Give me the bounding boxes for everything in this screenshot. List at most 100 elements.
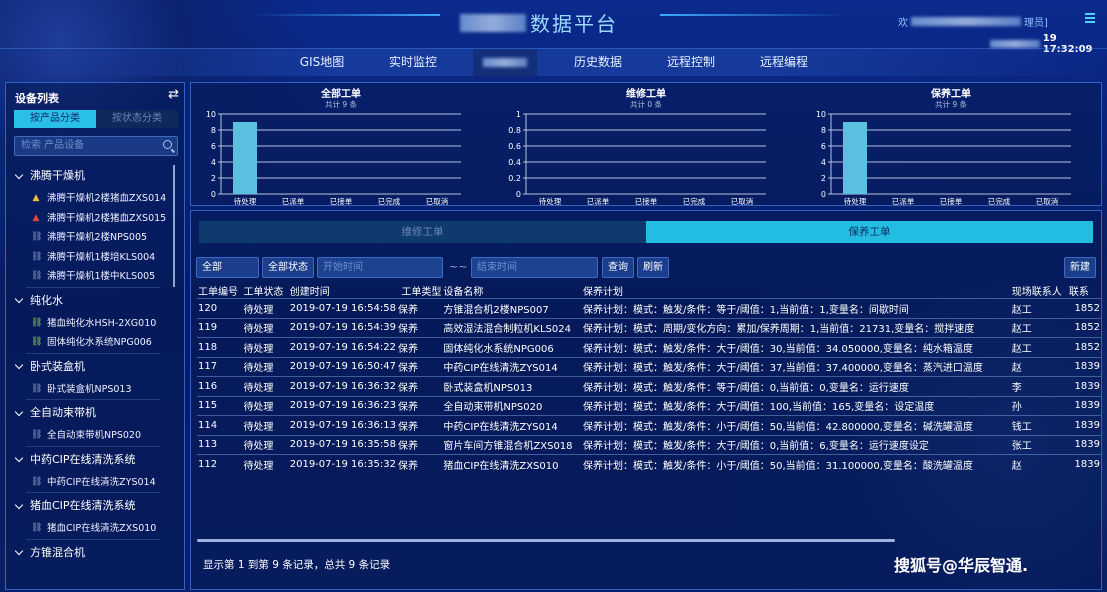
disconnected-icon: ⛓: [31, 476, 43, 487]
chevron-down-icon[interactable]: [14, 360, 24, 370]
tab-by-product[interactable]: 按产品分类: [14, 110, 96, 128]
type-select[interactable]: 全部: [196, 257, 259, 278]
title-decoration: [660, 14, 850, 16]
tab-maintenance-orders[interactable]: 保养工单: [646, 221, 1093, 243]
device-group[interactable]: 全自动束带机: [6, 400, 176, 426]
swap-icon[interactable]: ⇄: [168, 87, 179, 102]
column-header[interactable]: 创建时间: [289, 287, 330, 298]
device-group[interactable]: 纯化水: [6, 288, 176, 314]
table-row[interactable]: 118 待处理 2019-07-19 16:54:22 保养 固体纯化水系统NPG006…: [197, 337, 1101, 357]
menu-icon[interactable]: [1085, 13, 1095, 23]
device-group[interactable]: 猪血CIP在线清洗系统: [6, 493, 176, 519]
device-label: 猪血纯化水HSH-2XG010: [47, 317, 157, 329]
device-item[interactable]: ⛓ 猪血纯化水HSH-2XG010: [6, 314, 176, 334]
y-tick-label: 6: [211, 142, 216, 151]
device-label: 沸腾干燥机2楼猪血ZXS014: [47, 193, 167, 204]
start-time-input[interactable]: 开始时间: [317, 257, 443, 278]
table-cell: 119: [197, 317, 243, 338]
column-header[interactable]: 联系: [1068, 287, 1089, 298]
column-header[interactable]: 现场联系人: [1011, 287, 1062, 298]
x-tick-label: 待处理: [234, 196, 257, 206]
chevron-down-icon[interactable]: [14, 500, 24, 509]
query-button[interactable]: 查询: [602, 257, 634, 278]
welcome-text: 欢理员]: [898, 17, 1048, 29]
table-cell: 1839: [1067, 376, 1101, 396]
group-label: 卧式装盒机: [30, 359, 85, 373]
warning-icon: ▲: [32, 193, 40, 203]
refresh-button[interactable]: 刷新: [637, 257, 669, 278]
table-row[interactable]: 112 待处理 2019-07-19 16:35:32 保养 猪血CIP在线清洗ZXS0…: [197, 454, 1101, 474]
y-tick-label: 1: [516, 110, 521, 119]
table-row[interactable]: 117 待处理 2019-07-19 16:50:47 保养 中药CIP在线清洗ZYS0…: [197, 356, 1101, 377]
device-item[interactable]: ⛓ 沸腾干燥机1楼中KLS005: [6, 267, 176, 287]
device-group[interactable]: 方锥混合机: [6, 540, 176, 566]
device-item[interactable]: ▲ 沸腾干燥机2楼猪血ZXS015: [6, 209, 176, 229]
device-item[interactable]: ⛓ 沸腾干燥机2楼NPS005: [6, 228, 176, 248]
y-tick-label: 0.6: [508, 142, 521, 151]
group-label: 沸腾干燥机: [30, 169, 85, 182]
device-label: 中药CIP在线清洗ZYS014: [47, 476, 156, 488]
column-header[interactable]: 工单类型: [401, 287, 442, 298]
table-cell: 2019-07-19 16:50:47: [288, 356, 397, 377]
chevron-down-icon[interactable]: [14, 170, 24, 179]
column-header[interactable]: 保养计划: [583, 287, 624, 298]
group-divider: [26, 538, 160, 540]
table-cell: 117: [197, 356, 243, 377]
nav-remote-programming[interactable]: 远程编程: [759, 55, 809, 69]
chevron-down-icon[interactable]: [14, 407, 24, 416]
device-group[interactable]: 沸腾干燥机: [6, 163, 176, 189]
work-order-tabs: 维修工单 保养工单: [199, 221, 1093, 243]
table-cell: 1839: [1067, 356, 1101, 377]
device-item[interactable]: ⛓ 卧式装盒机NPS013: [6, 380, 176, 400]
chevron-down-icon[interactable]: [14, 294, 24, 304]
table-cell: 猪血CIP在线清洗ZXS010: [442, 454, 583, 474]
device-item[interactable]: ⛓ 猪血CIP在线清洗ZXS010: [6, 519, 176, 539]
table-row[interactable]: 120 待处理 2019-07-19 16:54:58 保养 方锥混合机2楼NPS007…: [197, 298, 1101, 318]
device-item[interactable]: ▲ 沸腾干燥机2楼猪血ZXS014: [6, 189, 176, 209]
table-cell: 116: [197, 376, 243, 396]
table-row[interactable]: 116 待处理 2019-07-19 16:36:32 保养 卧式装盒机NPS013 保养…: [197, 376, 1101, 396]
column-header[interactable]: 工单状态: [243, 287, 284, 298]
device-item[interactable]: ⛓ 固体纯化水系统NPG006: [6, 333, 176, 353]
table-cell: 1852: [1067, 298, 1101, 318]
table-cell: 保养: [396, 376, 443, 396]
device-group[interactable]: 中药CIP在线清洗系统: [6, 447, 176, 473]
table-row[interactable]: 119 待处理 2019-07-19 16:54:39 保养 高效湿法混合制粒机KLS0…: [197, 317, 1101, 338]
table-cell: 保养计划：模式：触发/条件：大于/阈值：30,当前值：34.050000,变量名…: [582, 337, 1011, 357]
sidebar-scrollbar[interactable]: [173, 165, 175, 287]
table-horizontal-scrollbar[interactable]: [197, 539, 895, 542]
tab-by-status[interactable]: 按状态分类: [96, 110, 178, 128]
tab-repair-orders[interactable]: 维修工单: [199, 221, 646, 243]
bar: [843, 122, 867, 194]
device-label: 沸腾干燥机1楼中KLS005: [47, 271, 156, 282]
column-header[interactable]: 工单编号: [198, 287, 238, 298]
bar-chart: 维修工单 共计 0 条 0 0.2 0.4 0.6 0.8 1 待处理 已派单 已接单 已完成 已取消: [496, 83, 796, 207]
chevron-down-icon[interactable]: [14, 453, 24, 463]
status-select[interactable]: 全部状态: [262, 257, 314, 278]
device-item[interactable]: ⛓ 沸腾干燥机1楼培KLS004: [6, 248, 176, 268]
table-row[interactable]: 115 待处理 2019-07-19 16:36:23 保养 全自动束带机NPS020 保…: [197, 395, 1101, 416]
device-label: 沸腾干燥机2楼猪血ZXS015: [47, 212, 167, 224]
column-header[interactable]: 设备名称: [443, 287, 484, 298]
end-time-input[interactable]: 结束时间: [471, 257, 598, 278]
device-group[interactable]: 卧式装盒机: [6, 354, 176, 380]
nav-realtime-monitor[interactable]: 实时监控: [388, 55, 438, 69]
nav-remote-control[interactable]: 远程控制: [666, 55, 716, 69]
search-icon[interactable]: [163, 140, 172, 149]
device-search-input[interactable]: 检索 产品设备: [14, 136, 178, 156]
device-label: 卧式装盒机NPS013: [47, 383, 132, 395]
chart-title: 保养工单: [931, 89, 971, 100]
nav-gis-map[interactable]: GIS地图: [299, 55, 345, 69]
table-cell: 待处理: [242, 454, 289, 474]
table-row[interactable]: 113 待处理 2019-07-19 16:35:58 保养 窗片车间方锥混合机ZXS0…: [197, 434, 1101, 455]
device-label: 猪血CIP在线清洗ZXS010: [47, 523, 157, 534]
nav-history-data[interactable]: 历史数据: [573, 55, 623, 69]
device-label: 全自动束带机NPS020: [47, 430, 141, 441]
device-item[interactable]: ⛓ 全自动束带机NPS020: [6, 426, 176, 446]
new-button[interactable]: 新建: [1064, 257, 1096, 278]
nav-active-blurred[interactable]: [473, 49, 537, 77]
table-cell: 2019-07-19 16:35:58: [288, 434, 397, 455]
device-item[interactable]: ⛓ 中药CIP在线清洗ZYS014: [6, 473, 176, 493]
table-row[interactable]: 114 待处理 2019-07-19 16:36:13 保养 中药CIP在线清洗ZYS0…: [197, 415, 1101, 435]
chevron-down-icon[interactable]: [14, 546, 24, 556]
